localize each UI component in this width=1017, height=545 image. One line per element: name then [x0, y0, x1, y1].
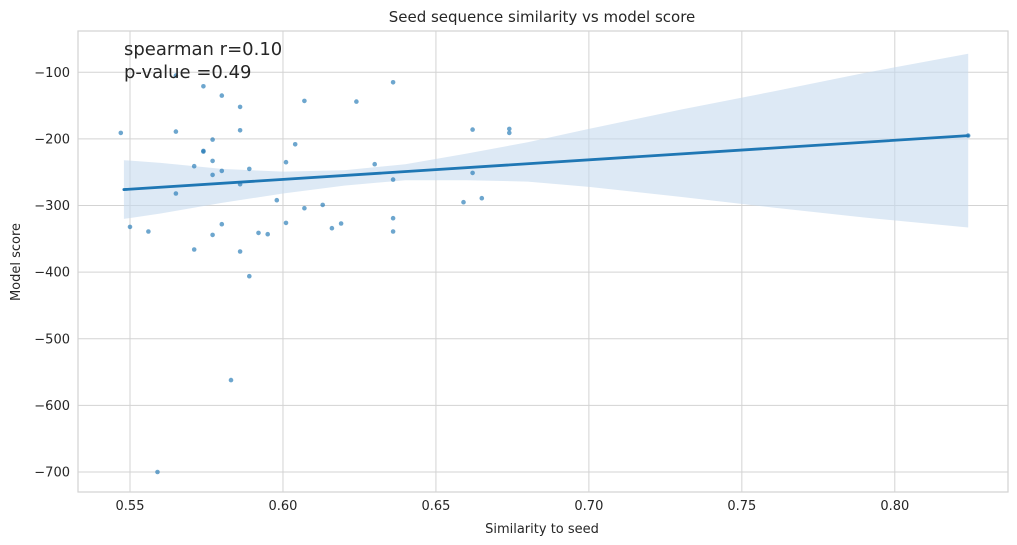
scatter-point — [237, 128, 243, 133]
x-tick-label: 0.60 — [268, 499, 297, 514]
scatter-point — [283, 220, 289, 226]
scatter-point — [155, 469, 160, 475]
chart-title: Seed sequence similarity vs model score — [389, 8, 696, 26]
scatter-point — [320, 202, 326, 208]
scatter-point — [228, 377, 234, 383]
plot-border — [77, 30, 1009, 493]
scatter-point — [201, 84, 206, 89]
scatter-point — [247, 166, 252, 172]
scatter-point — [256, 230, 261, 236]
scatter-point — [302, 205, 307, 211]
scatter-point — [173, 73, 179, 78]
scatter-points — [118, 73, 971, 475]
scatter-point — [201, 149, 206, 154]
x-tick-label: 0.75 — [727, 499, 756, 514]
regression-line — [122, 134, 970, 191]
x-axis-label: Similarity to seed — [485, 522, 599, 537]
scatter-point — [191, 163, 197, 169]
scatter-point — [461, 199, 466, 205]
scatter-point — [507, 126, 512, 132]
scatter-point — [146, 229, 151, 234]
scatter-point — [210, 172, 215, 178]
scatter-point — [292, 142, 298, 147]
scatter-point — [219, 93, 225, 98]
scatter-point — [118, 130, 124, 136]
confidence-band-layer — [123, 53, 969, 228]
scatter-point — [191, 247, 197, 252]
y-tick-label: −700 — [34, 466, 70, 481]
x-tick-labels: 0.55 0.60 0.65 0.70 0.75 0.80 — [116, 499, 910, 514]
scatter-point — [173, 129, 179, 134]
y-tick-label: −600 — [34, 399, 70, 414]
y-tick-label: −300 — [34, 199, 70, 214]
scatter-point — [283, 159, 289, 165]
scatter-point — [247, 273, 252, 279]
y-tick-labels: −100 −200 −300 −400 −500 −600 −700 — [34, 66, 70, 481]
scatter-point — [390, 215, 396, 221]
scatter-point — [237, 249, 243, 254]
y-tick-label: −100 — [34, 66, 70, 81]
scatter-point — [354, 99, 359, 104]
confidence-band — [123, 53, 969, 228]
x-tick-label: 0.70 — [574, 499, 603, 514]
scatter-point — [390, 177, 396, 182]
scatter-point — [127, 224, 133, 230]
scatter-point — [470, 170, 475, 176]
x-tick-label: 0.80 — [880, 499, 909, 514]
scatter-point — [274, 197, 280, 203]
scatter-point — [390, 80, 396, 85]
scatter-point — [479, 195, 485, 201]
scatter-point — [210, 232, 215, 238]
p-value-annotation: p-value =0.49 — [124, 62, 252, 83]
y-tick-label: −200 — [34, 132, 70, 147]
x-tick-label: 0.55 — [116, 499, 145, 514]
scatter-point — [338, 221, 344, 226]
x-tick-label: 0.65 — [421, 499, 450, 514]
grid-lines — [78, 31, 1008, 492]
scatter-point — [302, 98, 307, 104]
scatter-point — [210, 137, 215, 142]
y-axis-label: Model score — [9, 223, 24, 301]
y-tick-label: −500 — [34, 332, 70, 347]
scatter-point — [210, 158, 215, 164]
scatter-point — [219, 168, 225, 174]
scatter-point — [265, 231, 271, 237]
axes-frame — [77, 30, 1009, 493]
scatter-point — [390, 229, 396, 234]
scatter-point — [219, 221, 225, 227]
scatter-point — [470, 127, 475, 132]
scatter-point — [507, 130, 512, 136]
regression-line-layer — [122, 134, 970, 191]
scatter-point — [372, 161, 378, 167]
spearman-annotation: spearman r=0.10 — [124, 39, 282, 60]
scatter-point — [329, 225, 335, 231]
y-tick-label: −400 — [34, 266, 70, 281]
scatter-point — [173, 191, 179, 196]
scatter-point — [237, 104, 243, 110]
